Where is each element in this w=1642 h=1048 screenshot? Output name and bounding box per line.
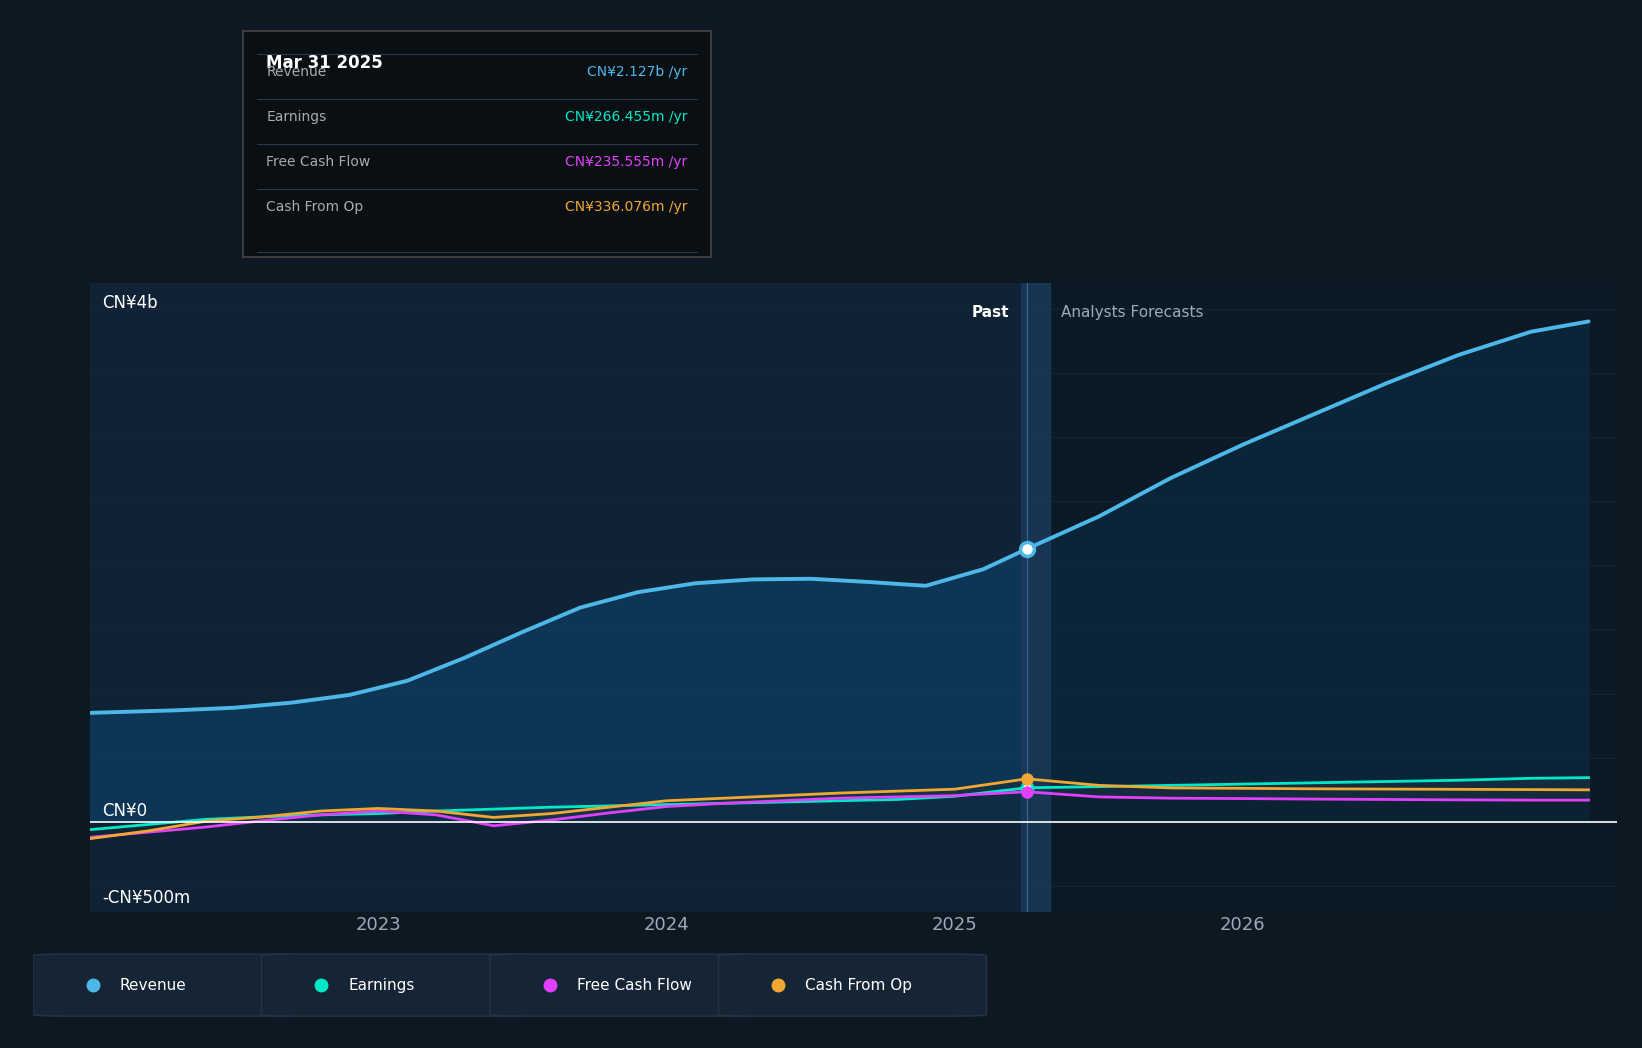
Text: 2023: 2023: [356, 916, 401, 934]
Text: Cash From Op: Cash From Op: [266, 200, 363, 214]
Text: Free Cash Flow: Free Cash Flow: [266, 155, 371, 169]
Text: CN¥235.555m /yr: CN¥235.555m /yr: [565, 155, 688, 169]
Text: Earnings: Earnings: [348, 978, 414, 992]
Text: Revenue: Revenue: [120, 978, 186, 992]
Text: Cash From Op: Cash From Op: [805, 978, 913, 992]
Text: 2024: 2024: [644, 916, 690, 934]
Text: Past: Past: [972, 305, 1010, 320]
FancyBboxPatch shape: [489, 954, 759, 1017]
Text: CN¥266.455m /yr: CN¥266.455m /yr: [565, 110, 688, 124]
Text: 2025: 2025: [931, 916, 977, 934]
FancyBboxPatch shape: [261, 954, 529, 1017]
FancyBboxPatch shape: [33, 954, 300, 1017]
Text: -CN¥500m: -CN¥500m: [102, 889, 190, 907]
Text: Analysts Forecasts: Analysts Forecasts: [1061, 305, 1204, 320]
Text: Revenue: Revenue: [266, 65, 327, 79]
Text: CN¥336.076m /yr: CN¥336.076m /yr: [565, 200, 688, 214]
Bar: [1021, 283, 1049, 912]
Bar: [90, 283, 1026, 912]
Text: Earnings: Earnings: [266, 110, 327, 124]
FancyBboxPatch shape: [719, 954, 987, 1017]
Text: CN¥4b: CN¥4b: [102, 293, 158, 311]
Text: Free Cash Flow: Free Cash Flow: [576, 978, 691, 992]
Text: CN¥0: CN¥0: [102, 802, 148, 820]
Text: CN¥2.127b /yr: CN¥2.127b /yr: [588, 65, 688, 79]
Text: 2026: 2026: [1220, 916, 1266, 934]
Bar: [1026, 283, 1617, 912]
Text: Mar 31 2025: Mar 31 2025: [266, 53, 383, 72]
